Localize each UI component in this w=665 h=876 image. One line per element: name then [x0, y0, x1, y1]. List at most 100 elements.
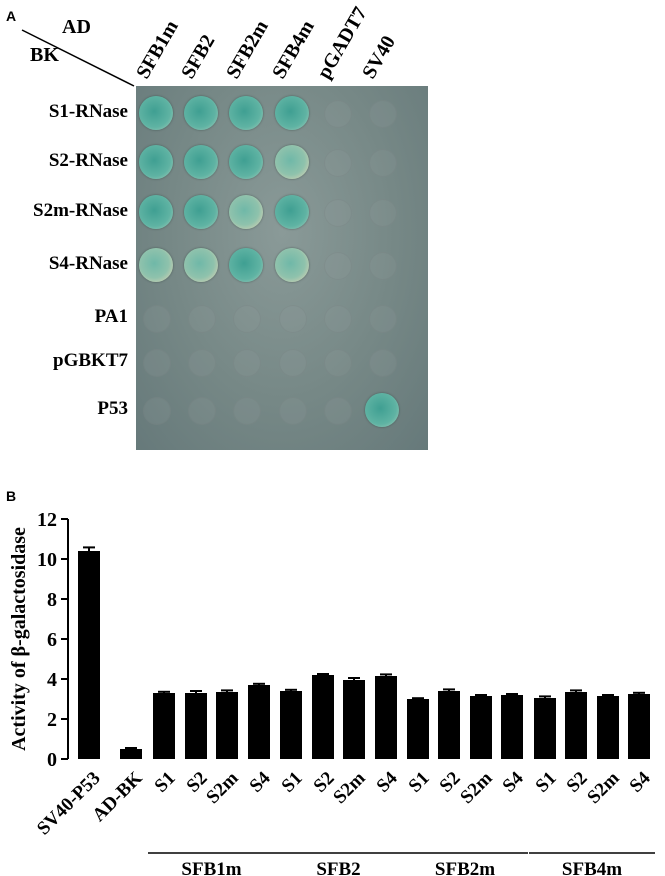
group-label: SFB2 [316, 859, 360, 876]
y-tick-label: 8 [47, 589, 57, 611]
x-tick-label: S1 [405, 768, 434, 797]
x-tick-label: S1 [278, 768, 307, 797]
yeast-colony-negative [188, 305, 216, 333]
column-label: SFB2 [177, 31, 220, 83]
bar [628, 694, 650, 759]
bar [216, 692, 238, 759]
yeast-colony-positive [139, 248, 173, 282]
yeast-colony-positive [275, 195, 309, 229]
row-label: PA1 [94, 306, 128, 327]
yeast-colony-negative [233, 397, 261, 425]
yeast-colony-positive [275, 248, 309, 282]
bar [407, 699, 429, 759]
x-tick-label: S4 [373, 767, 402, 796]
bar [248, 685, 270, 759]
yeast-colony-negative [279, 349, 307, 377]
yeast-colony-positive [229, 248, 263, 282]
yeast-colony-positive [184, 195, 218, 229]
yeast-colony-positive [139, 145, 173, 179]
row-label: P53 [97, 398, 128, 419]
x-tick-label: S4 [626, 767, 655, 796]
bar [597, 696, 619, 759]
x-tick-label: SV40-P53 [33, 768, 105, 840]
yeast-colony-positive [365, 393, 399, 427]
bar [534, 698, 556, 759]
yeast-colony-negative [369, 199, 397, 227]
yeast-plate-image [136, 86, 428, 450]
yeast-colony-positive [184, 96, 218, 130]
bar [153, 693, 175, 759]
x-tick-label: S2m [456, 768, 496, 808]
yeast-colony-negative [324, 100, 352, 128]
yeast-colony-negative [279, 397, 307, 425]
corner-label-ad: AD [62, 16, 91, 38]
group-label: SFB1m [181, 859, 241, 876]
x-tick-label: S2m [329, 768, 369, 808]
row-label: S4-RNase [48, 253, 128, 274]
row-label: pGBKT7 [53, 350, 128, 371]
yeast-colony-positive [229, 96, 263, 130]
yeast-colony-negative [324, 305, 352, 333]
yeast-colony-positive [139, 195, 173, 229]
yeast-colony-negative [369, 349, 397, 377]
bar [280, 691, 302, 759]
yeast-colony-negative [324, 397, 352, 425]
column-label: SFB2m [222, 16, 273, 83]
row-label: S1-RNase [48, 101, 128, 122]
yeast-colony-negative [143, 305, 171, 333]
y-axis-label: Activity of β-galactosidase [8, 527, 30, 751]
yeast-colony-negative [188, 397, 216, 425]
yeast-colony-positive [229, 145, 263, 179]
bar [312, 675, 334, 759]
y-tick-label: 4 [47, 669, 57, 691]
group-label: SFB4m [562, 859, 622, 876]
x-tick-label: S2m [583, 768, 623, 808]
bar [501, 695, 523, 759]
yeast-colony-negative [143, 349, 171, 377]
yeast-colony-negative [369, 100, 397, 128]
yeast-colony-negative [369, 252, 397, 280]
y-tick-label: 0 [47, 749, 57, 771]
column-label: SV40 [358, 32, 400, 83]
corner-label-bk: BK [30, 44, 59, 66]
yeast-colony-positive [139, 96, 173, 130]
x-tick-label: S1 [151, 768, 180, 797]
y-tick-label: 6 [47, 629, 57, 651]
yeast-colony-positive [275, 145, 309, 179]
corner-diagonal-line [21, 29, 135, 87]
yeast-colony-positive [275, 96, 309, 130]
group-label: SFB2m [435, 859, 495, 876]
beta-galactosidase-bar-chart: 0 2 4 6 8 10 12 Activity of β-galactosidaseSV40… [8, 509, 655, 876]
y-tick-label: 12 [37, 509, 57, 531]
yeast-colony-positive [184, 145, 218, 179]
bar [565, 692, 587, 759]
bar [78, 551, 100, 759]
row-label: S2m-RNase [33, 200, 128, 221]
corner-header: AD BK [0, 0, 140, 90]
yeast-colony-negative [188, 349, 216, 377]
yeast-colony-negative [233, 305, 261, 333]
bar [185, 693, 207, 759]
bar [343, 680, 365, 759]
y-tick-label: 10 [37, 549, 57, 571]
x-tick-label: S4 [499, 767, 528, 796]
yeast-colony-positive [184, 248, 218, 282]
yeast-colony-negative [324, 349, 352, 377]
bar [470, 696, 492, 759]
yeast-colony-positive [229, 195, 263, 229]
row-label: S2-RNase [48, 150, 128, 171]
yeast-colony-negative [233, 349, 261, 377]
x-tick-label: S4 [246, 767, 275, 796]
yeast-colony-negative [279, 305, 307, 333]
panel-b-letter: B [6, 488, 17, 504]
bar [438, 691, 460, 759]
yeast-colony-negative [143, 397, 171, 425]
bar [375, 676, 397, 759]
yeast-colony-negative [324, 252, 352, 280]
yeast-colony-negative [369, 149, 397, 177]
bar [120, 749, 142, 759]
x-tick-label: S2m [202, 768, 242, 808]
y-tick-label: 2 [47, 709, 57, 731]
yeast-colony-negative [369, 305, 397, 333]
column-label: SFB4m [268, 16, 319, 83]
